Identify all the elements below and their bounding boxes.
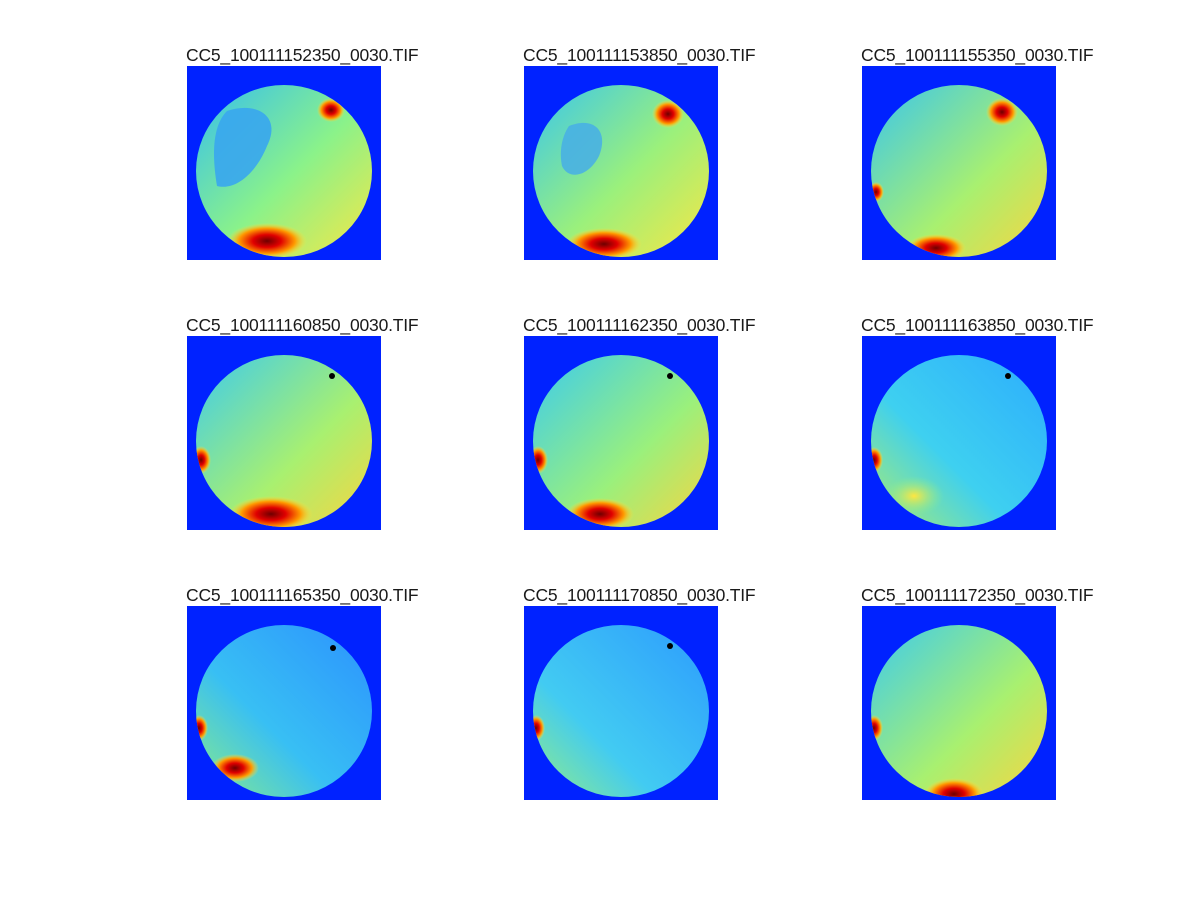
panel-title: CC5_100111163850_0030.TIF <box>861 315 1094 335</box>
image-panel: CC5_100111170850_0030.TIF <box>523 584 793 824</box>
panel-title: CC5_100111172350_0030.TIF <box>861 585 1094 605</box>
image-panel: CC5_100111163850_0030.TIF <box>861 314 1131 554</box>
sky-image <box>862 336 1056 530</box>
image-panel: CC5_100111165350_0030.TIF <box>186 584 456 824</box>
image-panel: CC5_100111155350_0030.TIF <box>861 44 1131 284</box>
sky-image <box>862 606 1056 800</box>
panel-title: CC5_100111165350_0030.TIF <box>186 585 419 605</box>
sky-image <box>524 66 718 260</box>
image-panel: CC5_100111162350_0030.TIF <box>523 314 793 554</box>
panel-title: CC5_100111160850_0030.TIF <box>186 315 419 335</box>
image-panel: CC5_100111152350_0030.TIF <box>186 44 456 284</box>
sky-image <box>187 336 381 530</box>
sky-image <box>524 336 718 530</box>
image-panel: CC5_100111160850_0030.TIF <box>186 314 456 554</box>
panel-title: CC5_100111152350_0030.TIF <box>186 45 419 65</box>
sky-image <box>524 606 718 800</box>
panel-title: CC5_100111155350_0030.TIF <box>861 45 1094 65</box>
image-panel: CC5_100111153850_0030.TIF <box>523 44 793 284</box>
image-panel: CC5_100111172350_0030.TIF <box>861 584 1131 824</box>
sky-image <box>862 66 1056 260</box>
panel-title: CC5_100111170850_0030.TIF <box>523 585 756 605</box>
panel-title: CC5_100111153850_0030.TIF <box>523 45 756 65</box>
panel-title: CC5_100111162350_0030.TIF <box>523 315 756 335</box>
sky-image <box>187 606 381 800</box>
sky-image <box>187 66 381 260</box>
